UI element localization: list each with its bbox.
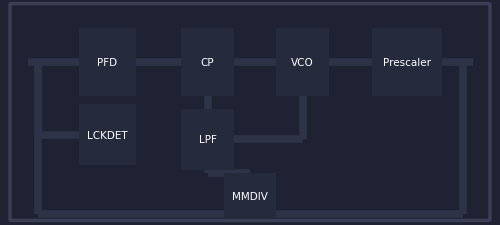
Bar <box>181 29 234 97</box>
Bar <box>276 29 329 97</box>
Text: CP: CP <box>200 58 214 68</box>
Bar <box>79 105 136 165</box>
Text: PFD: PFD <box>98 58 117 68</box>
FancyBboxPatch shape <box>10 4 490 220</box>
Text: LCKDET: LCKDET <box>87 130 128 140</box>
Bar <box>224 173 276 218</box>
Text: LPF: LPF <box>198 135 216 144</box>
Text: VCO: VCO <box>291 58 314 68</box>
Text: MMDIV: MMDIV <box>232 191 268 201</box>
Bar <box>79 29 136 97</box>
Bar <box>372 29 442 97</box>
Text: Prescaler: Prescaler <box>384 58 432 68</box>
Bar <box>181 109 234 170</box>
